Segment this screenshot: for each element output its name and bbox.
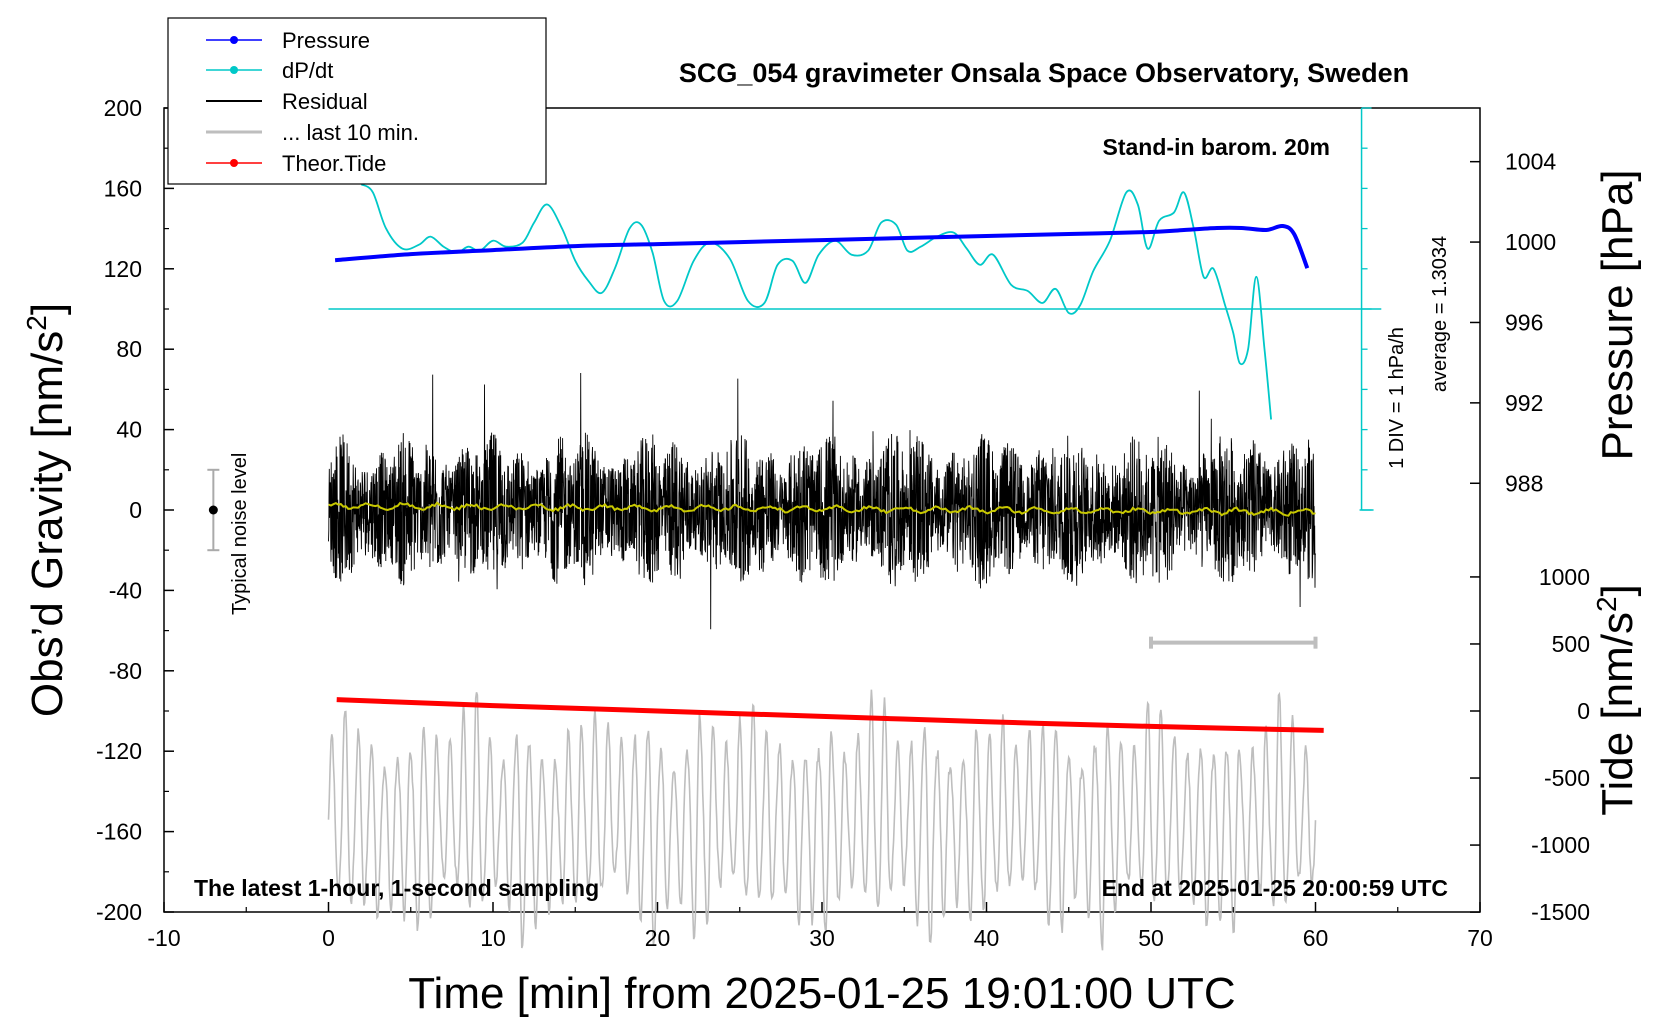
y-tick-label-8: -120 <box>96 738 142 764</box>
x-tick-label-0: -10 <box>147 925 180 951</box>
legend-label-last10: ... last 10 min. <box>282 120 419 145</box>
legend-item-dpdt: dP/dt <box>206 58 333 83</box>
legend-item-tide: Theor.Tide <box>206 151 386 176</box>
residual-series-layer <box>328 372 1316 630</box>
div-scale-layer <box>328 107 1382 511</box>
legend-dot-pressure <box>230 36 238 44</box>
y-tick-label-3: 80 <box>116 336 142 362</box>
tide-axis-layer: 1000 500 0 -500 -1000 -1500 <box>1470 564 1590 925</box>
x-tick-label-7: 60 <box>1303 925 1329 951</box>
y-tick-label-4: 40 <box>116 417 142 443</box>
x-tick-label-1: 0 <box>322 925 335 951</box>
legend-item-pressure: Pressure <box>206 28 370 53</box>
y-axis-left-layer: 200 160 120 80 40 0 -40 -80 -120 -160 -200 <box>96 95 174 925</box>
pressure-axis-layer: 1004 1000 996 992 988 <box>1470 149 1556 496</box>
chart-title: SCG_054 gravimeter Onsala Space Observat… <box>679 58 1409 88</box>
y-axis-tide-title: Tide [nm/s2] <box>1591 584 1642 816</box>
y-tick-label-6: -40 <box>109 577 142 603</box>
tide-tick-label-2: 0 <box>1577 698 1590 724</box>
noise-bar-layer <box>207 468 220 552</box>
average-label: average = 1.3034 <box>1429 236 1451 392</box>
pressure-tick-label-0: 1004 <box>1505 149 1556 175</box>
pressure-tick-label-3: 992 <box>1505 390 1543 416</box>
y-tick-label-1: 160 <box>104 175 142 201</box>
gray-series-layer <box>327 636 1318 951</box>
pressure-line <box>334 223 1310 269</box>
y-axis-tide-title-sup: 2 <box>1591 596 1622 612</box>
x-tick-label-8: 70 <box>1467 925 1493 951</box>
smoothed-residual-line <box>328 501 1316 517</box>
pressure-tick-label-1: 1000 <box>1505 229 1556 255</box>
legend-label-tide: Theor.Tide <box>282 151 386 176</box>
x-tick-label-3: 20 <box>645 925 671 951</box>
x-tick-label-6: 50 <box>1138 925 1164 951</box>
tide-tick-label-3: -500 <box>1544 765 1590 791</box>
smoothed-series-layer <box>328 501 1316 517</box>
tide-tick-label-5: -1500 <box>1531 899 1590 925</box>
div-label: 1 DIV = 1 hPa/h <box>1386 327 1408 469</box>
legend-dot-tide <box>230 159 238 167</box>
pressure-series-layer <box>334 223 1310 269</box>
y-axis-left-title-base: Obs’d Gravity [nm/s <box>23 331 72 717</box>
x-tick-label-2: 10 <box>480 925 506 951</box>
y-tick-label-0: 200 <box>104 95 142 121</box>
y-tick-label-10: -200 <box>96 899 142 925</box>
y-axis-pressure-title: Pressure [hPa] <box>1593 169 1642 460</box>
legend-item-last10: ... last 10 min. <box>206 120 419 145</box>
legend-dot-dpdt <box>230 66 238 74</box>
x-axis-layer: -10 0 10 20 30 40 50 60 70 <box>147 902 1493 951</box>
legend-label-pressure: Pressure <box>282 28 370 53</box>
y-axis-left-title-close: ] <box>23 303 72 315</box>
legend-item-residual: Residual <box>206 89 368 114</box>
y-tick-label-9: -160 <box>96 819 142 845</box>
residual-line <box>328 372 1316 630</box>
dpdt-line <box>360 183 1272 420</box>
legend-label-dpdt: dP/dt <box>282 58 333 83</box>
x-tick-label-4: 30 <box>809 925 835 951</box>
tide-series-layer <box>336 697 1324 733</box>
legend-label-residual: Residual <box>282 89 368 114</box>
stand-in-label: Stand-in barom. 20m <box>1103 134 1330 160</box>
last10-line <box>327 689 1317 951</box>
latest-label: The latest 1-hour, 1-second sampling <box>194 875 599 901</box>
end-at-label: End at 2025-01-25 20:00:59 UTC <box>1102 875 1448 901</box>
y-tick-label-7: -80 <box>109 658 142 684</box>
noise-label: Typical noise level <box>229 453 251 615</box>
tide-tick-label-4: -1000 <box>1531 832 1590 858</box>
tide-tick-label-1: 500 <box>1552 631 1590 657</box>
y-axis-left-title: Obs’d Gravity [nm/s2] <box>21 303 72 717</box>
y-tick-label-5: 0 <box>129 497 142 523</box>
y-tick-label-2: 120 <box>104 256 142 282</box>
x-tick-label-5: 40 <box>974 925 1000 951</box>
dpdt-series-layer <box>360 183 1272 420</box>
tide-tick-label-0: 1000 <box>1539 564 1590 590</box>
x-axis-title: Time [min] from 2025-01-25 19:01:00 UTC <box>408 969 1235 1018</box>
noise-bar-dot <box>208 505 218 515</box>
y-axis-left-title-sup: 2 <box>21 315 52 331</box>
pressure-tick-label-2: 996 <box>1505 309 1543 335</box>
tide-line <box>336 697 1324 733</box>
y-axis-tide-title-close: ] <box>1593 584 1642 596</box>
y-axis-tide-title-base: Tide [nm/s <box>1593 612 1642 816</box>
legend: Pressure dP/dt Residual ... last 10 min.… <box>167 17 547 185</box>
pressure-tick-label-4: 988 <box>1505 470 1543 496</box>
